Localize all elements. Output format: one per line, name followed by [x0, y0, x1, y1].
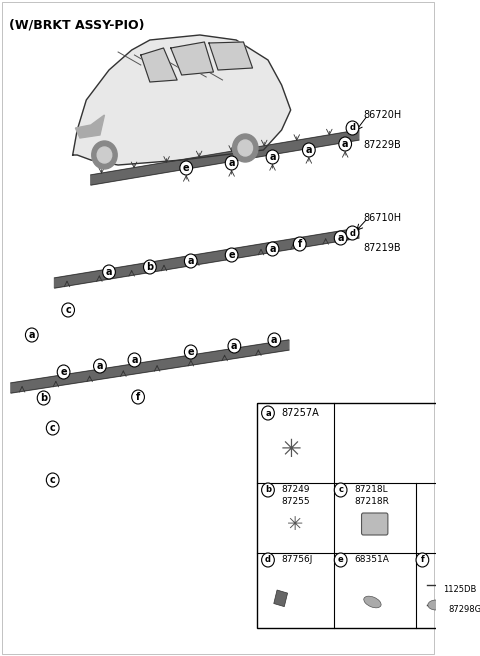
- Text: 87218L: 87218L: [354, 485, 388, 495]
- Circle shape: [346, 226, 359, 240]
- Circle shape: [92, 141, 117, 169]
- Text: 87218R: 87218R: [354, 497, 389, 506]
- Text: a: a: [106, 267, 112, 277]
- Bar: [274, 590, 288, 607]
- Circle shape: [47, 421, 59, 435]
- Text: e: e: [188, 347, 194, 357]
- Circle shape: [184, 345, 197, 359]
- Text: 86710H: 86710H: [363, 213, 401, 223]
- Circle shape: [302, 143, 315, 157]
- Text: 87255: 87255: [282, 497, 310, 506]
- Circle shape: [37, 391, 50, 405]
- Circle shape: [62, 303, 74, 317]
- Circle shape: [262, 483, 275, 497]
- Polygon shape: [72, 35, 291, 165]
- Circle shape: [184, 254, 197, 268]
- Circle shape: [94, 359, 106, 373]
- Text: a: a: [342, 139, 348, 149]
- Circle shape: [334, 231, 347, 245]
- Polygon shape: [209, 42, 252, 70]
- Circle shape: [266, 242, 279, 256]
- Circle shape: [339, 137, 351, 151]
- Text: a: a: [228, 158, 235, 168]
- Circle shape: [232, 134, 258, 162]
- Text: 87298G: 87298G: [449, 605, 480, 615]
- Circle shape: [293, 237, 306, 251]
- Text: b: b: [40, 393, 47, 403]
- Text: a: a: [271, 335, 277, 345]
- Text: 87219B: 87219B: [363, 243, 401, 253]
- Text: a: a: [337, 233, 344, 243]
- Text: ✳: ✳: [287, 516, 303, 535]
- Text: e: e: [228, 250, 235, 260]
- Text: c: c: [50, 423, 56, 433]
- Text: d: d: [265, 556, 271, 565]
- Circle shape: [268, 333, 281, 347]
- Circle shape: [57, 365, 70, 379]
- Circle shape: [262, 553, 275, 567]
- Text: a: a: [96, 361, 103, 371]
- Circle shape: [180, 161, 192, 175]
- Circle shape: [225, 156, 238, 170]
- Circle shape: [47, 473, 59, 487]
- Polygon shape: [11, 340, 289, 393]
- Polygon shape: [55, 228, 359, 288]
- Text: e: e: [338, 556, 344, 565]
- FancyBboxPatch shape: [361, 513, 388, 535]
- Bar: [257, 403, 480, 628]
- Polygon shape: [141, 48, 177, 82]
- Text: a: a: [188, 256, 194, 266]
- Circle shape: [266, 150, 279, 164]
- Text: d: d: [349, 228, 356, 237]
- Text: (W/BRKT ASSY-PIO): (W/BRKT ASSY-PIO): [9, 18, 144, 31]
- Text: 87229B: 87229B: [363, 140, 401, 150]
- Polygon shape: [171, 42, 214, 75]
- Text: e: e: [60, 367, 67, 377]
- Circle shape: [334, 483, 347, 497]
- Text: 86720H: 86720H: [363, 110, 402, 120]
- Text: e: e: [183, 163, 190, 173]
- Text: a: a: [28, 330, 35, 340]
- Text: a: a: [265, 409, 271, 417]
- Circle shape: [132, 390, 144, 404]
- Circle shape: [128, 353, 141, 367]
- Text: 68351A: 68351A: [354, 556, 389, 565]
- Text: ✳: ✳: [280, 438, 301, 462]
- Text: a: a: [131, 355, 138, 365]
- Circle shape: [144, 260, 156, 274]
- Circle shape: [103, 265, 115, 279]
- Text: f: f: [420, 556, 424, 565]
- Text: f: f: [136, 392, 140, 402]
- Text: 87257A: 87257A: [282, 408, 319, 418]
- Text: a: a: [231, 341, 238, 351]
- Text: f: f: [298, 239, 302, 249]
- Circle shape: [228, 339, 241, 353]
- Circle shape: [416, 553, 429, 567]
- Circle shape: [346, 121, 359, 135]
- Text: a: a: [269, 152, 276, 162]
- Circle shape: [334, 553, 347, 567]
- Text: b: b: [146, 262, 154, 272]
- Circle shape: [97, 147, 112, 163]
- Ellipse shape: [364, 596, 381, 608]
- Text: c: c: [65, 305, 71, 315]
- Text: a: a: [269, 244, 276, 254]
- Text: c: c: [338, 485, 343, 495]
- Polygon shape: [91, 130, 359, 185]
- Text: 1125DB: 1125DB: [444, 586, 477, 594]
- Text: 87249: 87249: [282, 485, 310, 495]
- Polygon shape: [75, 115, 105, 138]
- Text: c: c: [50, 475, 56, 485]
- Ellipse shape: [428, 600, 444, 610]
- Circle shape: [238, 140, 252, 156]
- Circle shape: [225, 248, 238, 262]
- Text: a: a: [306, 145, 312, 155]
- Circle shape: [25, 328, 38, 342]
- Text: d: d: [349, 123, 356, 133]
- Text: 87756J: 87756J: [282, 556, 313, 565]
- Text: b: b: [265, 485, 271, 495]
- Circle shape: [262, 406, 275, 420]
